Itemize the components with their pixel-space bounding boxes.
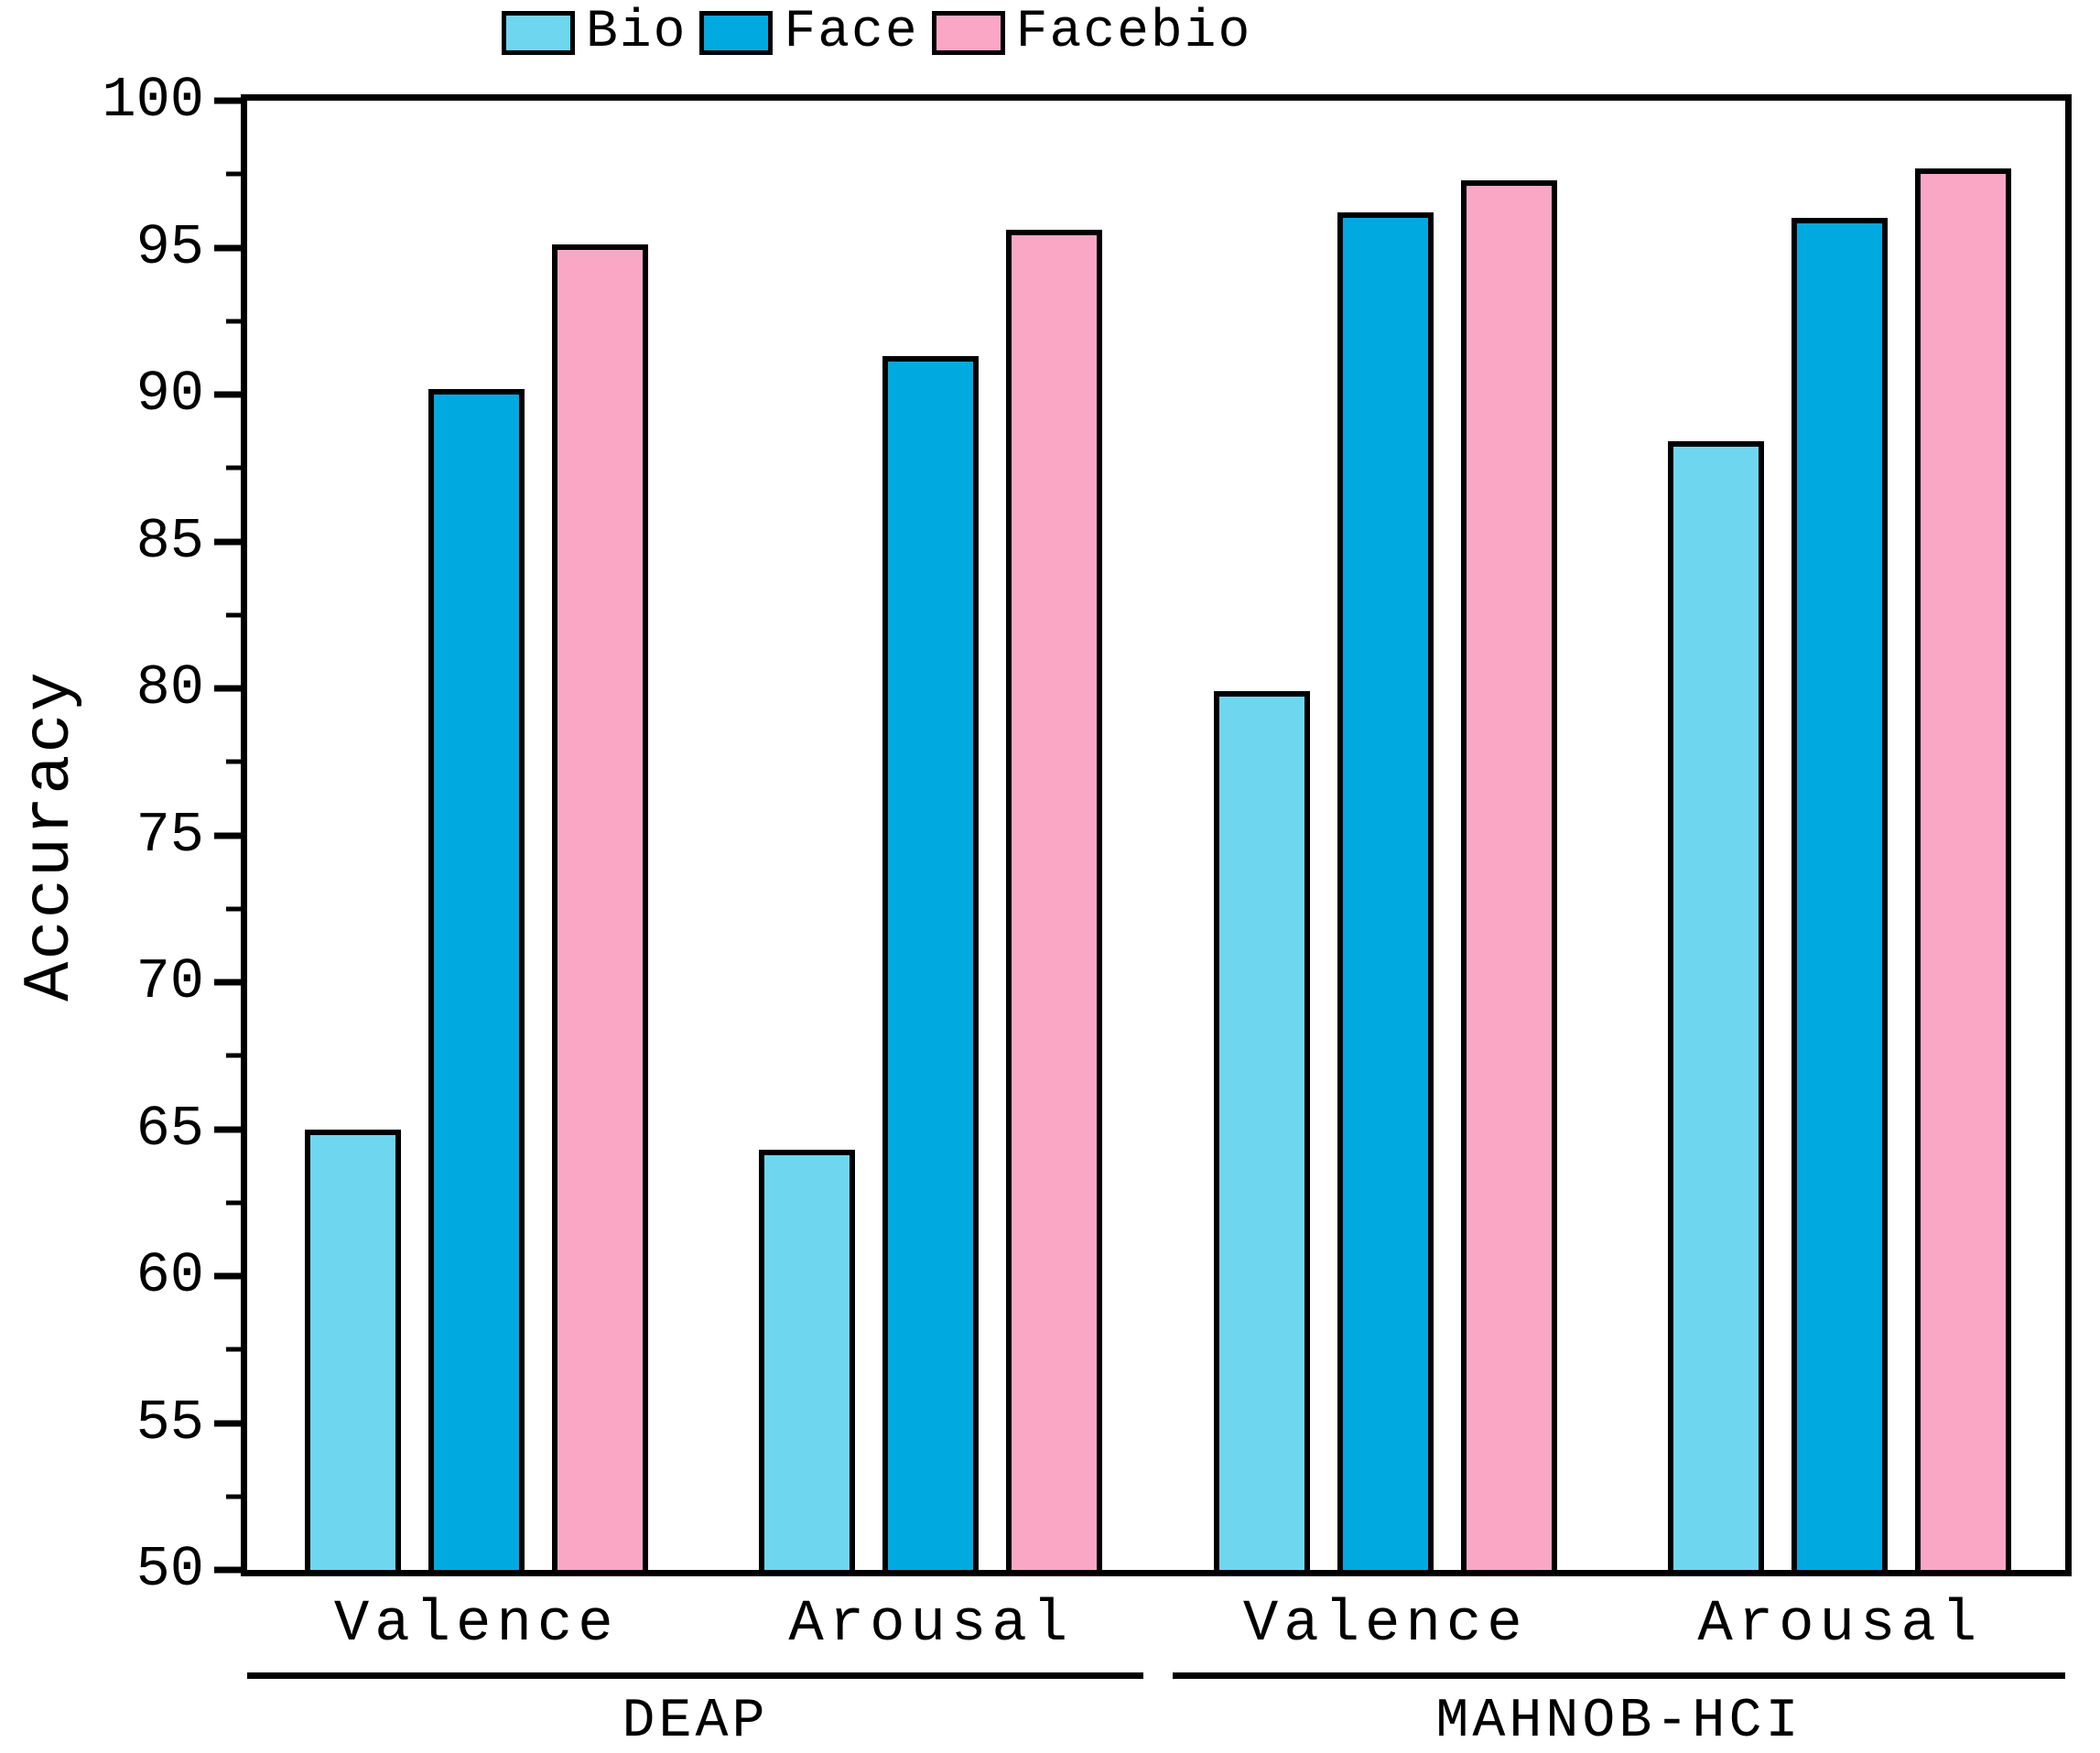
y-tick-major <box>214 391 241 398</box>
legend-label-facebio: Facebio <box>1015 3 1252 62</box>
y-tick-label: 90 <box>135 362 204 427</box>
x-category-label: Arousal <box>788 1592 1074 1658</box>
y-tick-minor <box>226 171 241 177</box>
dataset-underline <box>1172 1672 2065 1679</box>
bar-face-group4 <box>1791 218 1889 1570</box>
y-tick-minor <box>226 906 241 912</box>
legend-label-bio: Bio <box>586 3 687 62</box>
dataset-underline <box>247 1672 1144 1679</box>
y-tick-minor <box>226 1347 241 1352</box>
legend-swatch-bio-icon <box>502 11 575 55</box>
bar-bio-group2 <box>759 1149 856 1570</box>
bar-facebio-group2 <box>1006 230 1103 1570</box>
y-tick-label: 60 <box>135 1243 204 1308</box>
bar-face-group2 <box>882 356 980 1570</box>
legend-swatch-face-icon <box>699 11 774 55</box>
y-tick-major <box>214 1420 241 1426</box>
bar-bio-group3 <box>1213 691 1310 1570</box>
y-tick-label: 70 <box>135 949 204 1014</box>
y-tick-minor <box>226 465 241 471</box>
bar-facebio-group1 <box>551 244 648 1570</box>
y-tick-major <box>214 979 241 986</box>
y-tick-major <box>214 1126 241 1132</box>
y-tick-label: 85 <box>135 508 204 574</box>
legend: Bio Face Facebio <box>502 5 1251 60</box>
y-tick-minor <box>226 319 241 324</box>
bar-facebio-group3 <box>1460 179 1557 1570</box>
legend-item-bio: Bio <box>502 5 687 60</box>
y-tick-label: 55 <box>135 1390 204 1455</box>
bar-face-group3 <box>1337 211 1434 1570</box>
y-tick-major <box>214 97 241 104</box>
legend-swatch-facebio-icon <box>931 11 1005 55</box>
dataset-label: DEAP <box>622 1691 769 1753</box>
dataset-label: MAHNOB-HCI <box>1435 1691 1802 1753</box>
y-tick-minor <box>226 1053 241 1058</box>
plot-area: Accuracy 50 55 60 65 70 75 80 85 90 95 100 Valence A… <box>13 72 2072 1749</box>
legend-item-facebio: Facebio <box>931 3 1252 62</box>
y-tick-major <box>214 244 241 251</box>
y-tick-minor <box>226 612 241 618</box>
bar-bio-group4 <box>1668 441 1765 1570</box>
y-tick-major <box>214 1566 241 1574</box>
y-tick-label: 80 <box>135 655 204 720</box>
x-category-label: Valence <box>1242 1592 1528 1658</box>
bar-bio-group1 <box>304 1129 401 1570</box>
legend-label-face: Face <box>784 3 919 62</box>
x-category-label: Arousal <box>1697 1592 1983 1658</box>
y-tick-major <box>214 685 241 692</box>
y-tick-label: 65 <box>135 1096 204 1162</box>
legend-item-face: Face <box>699 5 918 60</box>
x-category-label: Valence <box>333 1592 619 1658</box>
y-tick-label: 50 <box>135 1537 204 1602</box>
y-tick-minor <box>226 759 241 764</box>
y-tick-label: 100 <box>102 68 204 133</box>
y-tick-minor <box>226 1200 241 1206</box>
y-tick-label: 75 <box>135 802 204 868</box>
y-tick-label: 95 <box>135 214 204 280</box>
y-tick-major <box>214 538 241 545</box>
bar-facebio-group4 <box>1915 168 2012 1570</box>
y-tick-major <box>214 832 241 839</box>
y-tick-minor <box>226 1494 241 1499</box>
y-axis-title: Accuracy <box>13 669 88 1001</box>
bar-face-group1 <box>428 388 525 1570</box>
y-tick-major <box>214 1272 241 1280</box>
